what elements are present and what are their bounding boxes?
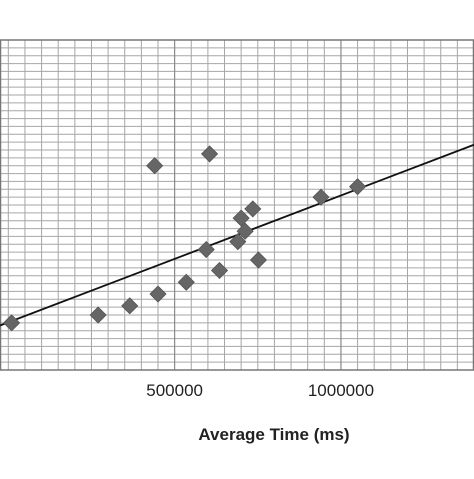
data-point [210, 261, 229, 280]
data-point [89, 306, 107, 324]
data-point [149, 285, 167, 303]
data-point [349, 178, 367, 196]
data-point [244, 200, 262, 218]
data-point [146, 157, 164, 175]
data-point [249, 251, 268, 269]
data-point [200, 145, 219, 163]
x-tick-labels: 500000 1000000 [146, 381, 374, 400]
data-point [229, 233, 247, 251]
x-tick-label: 500000 [146, 381, 203, 400]
data-point [232, 209, 250, 227]
data-points [3, 145, 367, 332]
data-point [3, 314, 21, 332]
data-point [177, 273, 195, 291]
x-tick-label: 1000000 [308, 381, 374, 400]
data-point [197, 240, 215, 259]
data-point [312, 188, 330, 206]
grid-lines [0, 39, 474, 371]
data-point [121, 297, 139, 315]
x-axis-title: Average Time (ms) [198, 425, 349, 444]
data-point [236, 222, 254, 240]
